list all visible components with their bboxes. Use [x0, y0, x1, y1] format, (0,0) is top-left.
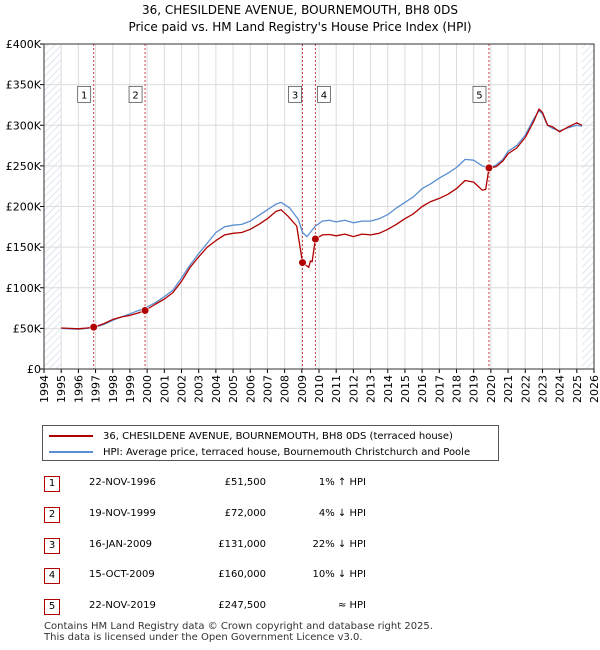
- sale-hpi-diff: ≈ HPI: [337, 600, 366, 611]
- y-tick-label: £150K: [6, 241, 42, 254]
- legend-entry-hpi: HPI: Average price, terraced house, Bour…: [49, 444, 470, 460]
- y-tick-label: £350K: [6, 79, 42, 92]
- legend-label-property: 36, CHESILDENE AVENUE, BOURNEMOUTH, BH8 …: [103, 430, 453, 442]
- footer-line-1: Contains HM Land Registry data © Crown c…: [44, 621, 433, 632]
- legend-swatch-hpi: [49, 451, 93, 453]
- sale-label-number: 1: [81, 90, 87, 101]
- x-tick-label: 2008: [279, 375, 292, 403]
- x-tick-label: 2017: [433, 375, 446, 403]
- x-tick-label: 2012: [347, 375, 360, 403]
- sale-point: [311, 234, 320, 244]
- x-tick-label: 2024: [554, 375, 567, 403]
- x-tick-label: 2007: [261, 375, 274, 403]
- x-tick-label: 2016: [416, 375, 429, 403]
- chart-legend: 36, CHESILDENE AVENUE, BOURNEMOUTH, BH8 …: [42, 425, 499, 461]
- sale-point: [140, 306, 150, 315]
- x-tick-label: 1994: [38, 375, 51, 403]
- sale-label-number: 2: [132, 90, 138, 101]
- chart-title: 36, CHESILDENE AVENUE, BOURNEMOUTH, BH8 …: [0, 2, 600, 36]
- sale-row-5: 5 22-NOV-2019 £247,500 ≈ HPI: [44, 599, 584, 615]
- y-tick-label: £300K: [6, 119, 42, 132]
- sale-price: £72,000: [224, 508, 266, 519]
- sale-point: [89, 323, 98, 332]
- hpi-line: [61, 109, 583, 330]
- sale-hpi-diff: 4% ↓ HPI: [318, 508, 366, 519]
- legend-label-hpi: HPI: Average price, terraced house, Bour…: [103, 446, 471, 458]
- sale-point: [484, 163, 494, 173]
- sale-price: £131,000: [218, 539, 266, 550]
- sale-number-badge: 2: [44, 507, 60, 523]
- sale-hpi-diff: 22% ↓ HPI: [312, 539, 366, 550]
- sale-number-badge: 3: [44, 538, 60, 554]
- sale-label-box: [77, 85, 92, 103]
- y-tick-label: £250K: [6, 160, 42, 173]
- x-tick-label: 2015: [399, 375, 412, 403]
- attribution-footer: Contains HM Land Registry data © Crown c…: [44, 621, 433, 643]
- y-tick-label: £200K: [6, 201, 42, 214]
- x-tick-label: 2001: [158, 375, 171, 403]
- x-tick-label: 2009: [296, 375, 309, 403]
- x-tick-label: 2025: [571, 375, 584, 403]
- sale-point: [298, 258, 307, 267]
- sale-label-box: [316, 85, 331, 103]
- sale-label-box: [288, 85, 302, 103]
- x-tick-label: 2003: [193, 375, 206, 403]
- x-tick-label: 1995: [55, 375, 68, 403]
- sale-number-badge: 1: [44, 476, 60, 492]
- footer-line-2: This data is licensed under the Open Gov…: [44, 632, 363, 643]
- x-tick-label: 2004: [210, 375, 223, 403]
- x-tick-label: 2026: [588, 375, 600, 403]
- sale-hpi-diff: 1% ↑ HPI: [318, 477, 366, 488]
- x-tick-label: 2023: [536, 375, 549, 403]
- sale-price: £51,500: [224, 477, 266, 488]
- x-tick-label: 2019: [468, 375, 481, 403]
- legend-entry-property: 36, CHESILDENE AVENUE, BOURNEMOUTH, BH8 …: [49, 428, 453, 444]
- x-tick-label: 2005: [227, 375, 240, 403]
- sale-label-box: [128, 85, 143, 103]
- sale-row-1: 1 22-NOV-1996 £51,500 1% ↑ HPI: [44, 476, 584, 492]
- x-tick-label: 2006: [244, 375, 257, 403]
- sale-price: £160,000: [218, 569, 266, 580]
- chart-title-line-2: Price paid vs. HM Land Registry's House …: [128, 20, 472, 34]
- x-tick-label: 2011: [330, 375, 343, 403]
- sale-row-3: 3 16-JAN-2009 £131,000 22% ↓ HPI: [44, 538, 584, 554]
- sale-number-badge: 4: [44, 568, 60, 584]
- sale-label-box: [472, 85, 487, 103]
- sale-price: £247,500: [218, 600, 266, 611]
- y-tick-label: £100K: [6, 282, 42, 295]
- x-tick-label: 2018: [451, 375, 464, 403]
- chart-title-line-1: 36, CHESILDENE AVENUE, BOURNEMOUTH, BH8 …: [141, 3, 459, 17]
- sale-hpi-diff: 10% ↓ HPI: [312, 569, 366, 580]
- legend-swatch-property: [49, 435, 93, 437]
- x-tick-label: 2020: [485, 375, 498, 403]
- sale-date: 22-NOV-2019: [89, 600, 156, 611]
- sale-date: 16-JAN-2009: [89, 539, 153, 550]
- sale-date: 15-OCT-2009: [89, 569, 155, 580]
- x-tick-label: 2010: [313, 375, 326, 403]
- plot-frame: [43, 43, 595, 370]
- sale-date: 22-NOV-1996: [89, 477, 156, 488]
- x-tick-label: 2002: [176, 375, 189, 403]
- sale-label-number: 4: [321, 90, 327, 101]
- y-tick-label: £50K: [13, 322, 42, 335]
- x-tick-label: 2013: [365, 375, 378, 403]
- property-price-line: [61, 108, 583, 330]
- sale-number-badge: 5: [44, 599, 60, 615]
- sale-date: 19-NOV-1999: [89, 508, 156, 519]
- x-tick-label: 1998: [107, 375, 120, 403]
- x-tick-label: 2022: [519, 375, 532, 403]
- sale-label-number: 5: [476, 90, 482, 101]
- sale-row-4: 4 15-OCT-2009 £160,000 10% ↓ HPI: [44, 568, 584, 584]
- x-tick-label: 2000: [141, 375, 154, 403]
- y-tick-label: £400K: [6, 38, 42, 51]
- x-tick-label: 1996: [72, 375, 85, 403]
- sale-label-number: 3: [292, 90, 298, 101]
- sale-row-2: 2 19-NOV-1999 £72,000 4% ↓ HPI: [44, 507, 584, 523]
- x-tick-label: 2014: [382, 375, 395, 403]
- y-tick-label: £0: [27, 363, 41, 376]
- x-tick-label: 1997: [90, 375, 103, 403]
- x-tick-label: 2021: [502, 375, 515, 403]
- price-chart: 1994 1995 1996 1997 1998 1999 2000 2001 2002 2003…: [6, 38, 600, 403]
- x-tick-label: 1999: [124, 375, 137, 403]
